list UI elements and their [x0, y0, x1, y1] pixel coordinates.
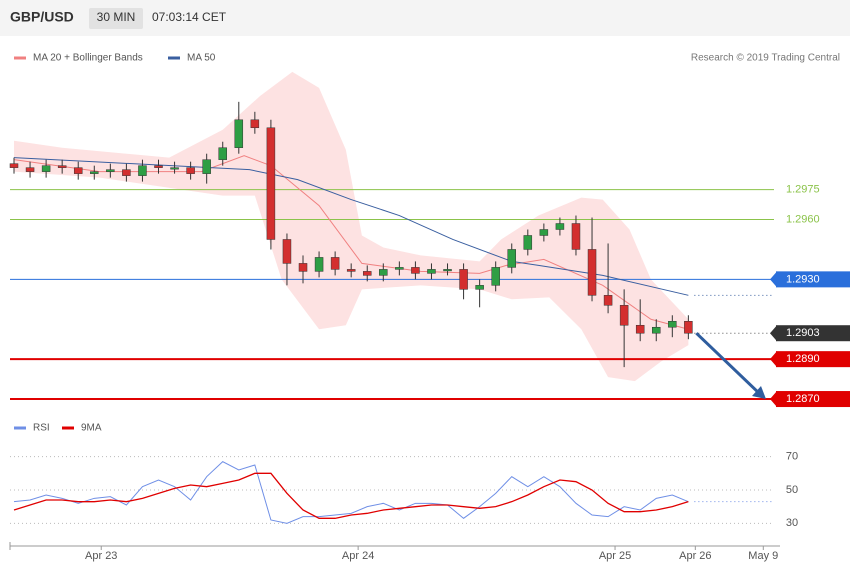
- candle-body: [57, 165, 67, 168]
- candle-body: [282, 239, 292, 264]
- x-tick-label: May 9: [748, 550, 778, 562]
- candle-body: [9, 163, 19, 168]
- forecast-arrow: [695, 332, 762, 396]
- candle-body: [346, 269, 356, 272]
- candle-body: [170, 167, 179, 170]
- x-tick-label: Apr 25: [599, 550, 631, 562]
- y-tick-label: 70: [786, 451, 798, 463]
- candle-body: [138, 165, 147, 176]
- candle-body: [395, 267, 404, 270]
- price-label: 1.2890: [786, 353, 820, 365]
- candle-body: [459, 269, 468, 290]
- candle-body: [379, 269, 388, 276]
- candle-body: [234, 119, 244, 148]
- symbol: GBP/USD: [10, 9, 74, 25]
- y-tick-label: 50: [786, 484, 798, 496]
- price-label-box: [776, 325, 850, 342]
- candle-body: [202, 159, 211, 174]
- candle-body: [186, 167, 195, 174]
- candle-body: [619, 305, 629, 326]
- rsi-line: [13, 461, 689, 524]
- price-label-box: [776, 391, 850, 408]
- candle-body: [330, 257, 340, 270]
- candle-body: [684, 321, 693, 334]
- y-tick-label: 30: [786, 517, 798, 529]
- candle-body: [314, 257, 324, 272]
- candle-body: [668, 321, 677, 328]
- candle-body: [523, 235, 533, 250]
- candle-body: [491, 267, 500, 286]
- candle-body: [90, 171, 99, 174]
- price-label-pointer: [770, 325, 777, 342]
- candle-body: [587, 249, 597, 296]
- candle-body: [539, 229, 549, 236]
- price-label: 1.2930: [786, 273, 820, 285]
- candle-body: [603, 295, 613, 306]
- x-tick-label: Apr 26: [679, 550, 711, 562]
- candle-body: [652, 326, 661, 334]
- legend-label: MA 20 + Bollinger Bands: [33, 53, 143, 64]
- candle-body: [154, 165, 163, 168]
- candle-body: [266, 127, 276, 240]
- candle-body: [298, 263, 308, 272]
- price-label-box: [776, 271, 850, 288]
- time: 07:03:14 CET: [152, 10, 227, 24]
- price-label-box: [776, 351, 850, 368]
- candle-body: [106, 169, 115, 172]
- candle-body: [443, 269, 452, 272]
- interval-box: [89, 8, 143, 29]
- candle-body: [25, 167, 35, 172]
- price-label: 1.2903: [786, 327, 820, 339]
- legend-label: MA 50: [187, 53, 216, 64]
- price-label: 1.2870: [786, 393, 820, 405]
- candle-body: [250, 119, 260, 129]
- x-tick-label: Apr 23: [85, 550, 117, 562]
- forecast-arrow-head: [752, 386, 766, 400]
- candle-body: [571, 223, 581, 250]
- legend-label: RSI: [33, 423, 50, 434]
- candle-body: [411, 267, 420, 274]
- candle-body: [41, 165, 51, 172]
- price-label-pointer: [770, 271, 777, 288]
- bollinger-band: [14, 71, 689, 382]
- candle-body: [507, 249, 516, 268]
- price-label-pointer: [770, 351, 777, 368]
- candle-body: [475, 285, 484, 290]
- candle-body: [218, 147, 227, 160]
- candle-body: [555, 223, 565, 230]
- price-label: 1.2975: [786, 184, 820, 196]
- credit: Research © 2019 Trading Central: [691, 53, 840, 64]
- candle-body: [362, 271, 372, 276]
- legend-label: 9MA: [81, 423, 102, 434]
- x-tick-label: Apr 24: [342, 550, 374, 562]
- candle-body: [635, 324, 645, 334]
- price-label-pointer: [770, 391, 777, 408]
- price-label: 1.2960: [786, 213, 820, 225]
- candle-body: [122, 169, 131, 176]
- candle-body: [73, 167, 83, 174]
- interval: 30 MIN: [97, 10, 136, 24]
- rsi-line: [13, 472, 689, 519]
- candle-body: [427, 269, 436, 274]
